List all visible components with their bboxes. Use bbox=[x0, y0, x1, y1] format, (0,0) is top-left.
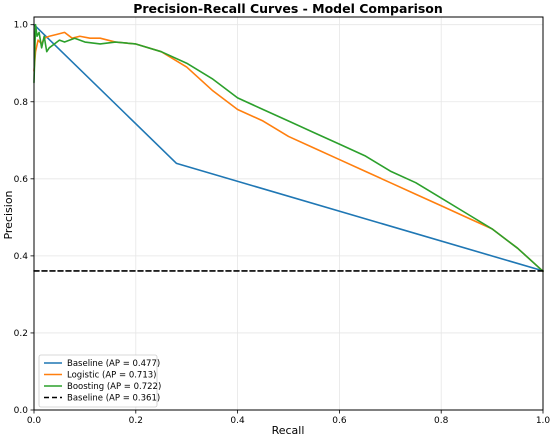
grid-lines bbox=[33, 17, 544, 411]
x-tick-label: 0.6 bbox=[332, 416, 347, 426]
series-line-1 bbox=[33, 31, 544, 273]
legend-label: Baseline (AP = 0.361) bbox=[67, 394, 160, 404]
x-tick-label: 0.4 bbox=[230, 416, 245, 426]
y-tick-label: 0.6 bbox=[14, 175, 29, 185]
legend: Baseline (AP = 0.477) Logistic (AP = 0.71… bbox=[38, 354, 161, 408]
legend-box bbox=[38, 354, 158, 408]
legend-label: Logistic (AP = 0.713) bbox=[67, 371, 156, 381]
series-layer bbox=[33, 23, 544, 273]
x-tick-label: 1.0 bbox=[536, 416, 550, 426]
series-line-0 bbox=[33, 23, 544, 272]
axis-ticks: 0.0 0.2 0.4 0.6 0.8 1.0 0.0 0.2 0.4 0.6 0.8 1.0 bbox=[14, 21, 550, 426]
plot-frame bbox=[33, 16, 544, 411]
legend-label: Baseline (AP = 0.477) bbox=[67, 359, 160, 369]
series-line-2 bbox=[33, 23, 544, 273]
x-tick-label: 0.0 bbox=[27, 416, 42, 426]
y-tick-label: 0.4 bbox=[14, 252, 29, 262]
x-tick-label: 0.2 bbox=[129, 416, 143, 426]
y-tick-label: 0.0 bbox=[14, 406, 29, 416]
y-tick-label: 0.2 bbox=[14, 329, 28, 339]
y-tick-label: 1.0 bbox=[14, 21, 29, 31]
y-tick-label: 0.8 bbox=[14, 98, 29, 108]
x-tick-label: 0.8 bbox=[434, 416, 449, 426]
x-axis-label: Recall bbox=[272, 424, 305, 437]
y-axis-label: Precision bbox=[2, 190, 15, 239]
chart-title: Precision-Recall Curves - Model Comparis… bbox=[133, 1, 443, 16]
legend-label: Boosting (AP = 0.722) bbox=[67, 382, 161, 392]
